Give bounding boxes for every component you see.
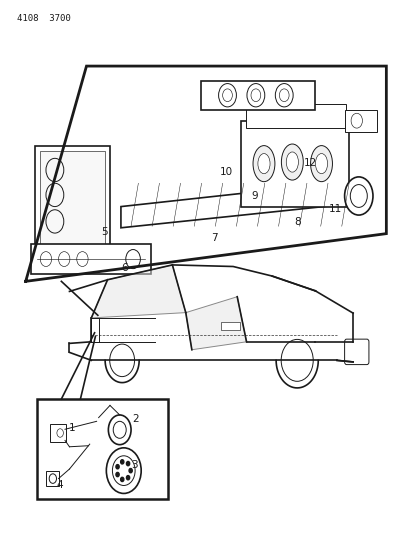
FancyBboxPatch shape bbox=[31, 244, 151, 274]
FancyBboxPatch shape bbox=[246, 104, 346, 127]
Circle shape bbox=[126, 462, 130, 466]
Polygon shape bbox=[91, 265, 186, 318]
Text: 12: 12 bbox=[304, 158, 317, 168]
Ellipse shape bbox=[258, 154, 270, 174]
Text: 4: 4 bbox=[56, 480, 63, 490]
Ellipse shape bbox=[350, 184, 367, 207]
FancyBboxPatch shape bbox=[50, 424, 66, 442]
Circle shape bbox=[129, 469, 132, 473]
Ellipse shape bbox=[345, 177, 373, 215]
Ellipse shape bbox=[282, 144, 303, 180]
Ellipse shape bbox=[310, 146, 333, 182]
Ellipse shape bbox=[253, 146, 275, 182]
Text: 4108  3700: 4108 3700 bbox=[17, 14, 71, 23]
Text: 10: 10 bbox=[220, 167, 233, 177]
Text: 9: 9 bbox=[251, 191, 258, 201]
FancyBboxPatch shape bbox=[201, 82, 315, 110]
Text: 11: 11 bbox=[329, 204, 342, 214]
FancyBboxPatch shape bbox=[222, 322, 240, 329]
Text: 7: 7 bbox=[211, 233, 217, 244]
FancyBboxPatch shape bbox=[345, 110, 377, 132]
Text: 1: 1 bbox=[69, 423, 75, 433]
Text: 8: 8 bbox=[294, 217, 301, 228]
Circle shape bbox=[126, 475, 130, 480]
Ellipse shape bbox=[286, 152, 298, 172]
Circle shape bbox=[121, 460, 124, 464]
Polygon shape bbox=[186, 297, 246, 350]
Text: 3: 3 bbox=[131, 461, 137, 470]
Text: 2: 2 bbox=[132, 414, 138, 424]
FancyBboxPatch shape bbox=[35, 146, 110, 249]
Circle shape bbox=[116, 465, 119, 469]
Polygon shape bbox=[121, 182, 349, 228]
FancyBboxPatch shape bbox=[241, 121, 349, 207]
Text: 5: 5 bbox=[102, 227, 108, 237]
FancyBboxPatch shape bbox=[91, 318, 99, 342]
Ellipse shape bbox=[315, 154, 328, 174]
FancyBboxPatch shape bbox=[47, 471, 59, 486]
Circle shape bbox=[116, 472, 119, 477]
FancyBboxPatch shape bbox=[37, 399, 168, 499]
Text: 6: 6 bbox=[122, 263, 128, 272]
FancyBboxPatch shape bbox=[345, 339, 369, 365]
FancyBboxPatch shape bbox=[40, 151, 105, 244]
Circle shape bbox=[121, 478, 124, 481]
